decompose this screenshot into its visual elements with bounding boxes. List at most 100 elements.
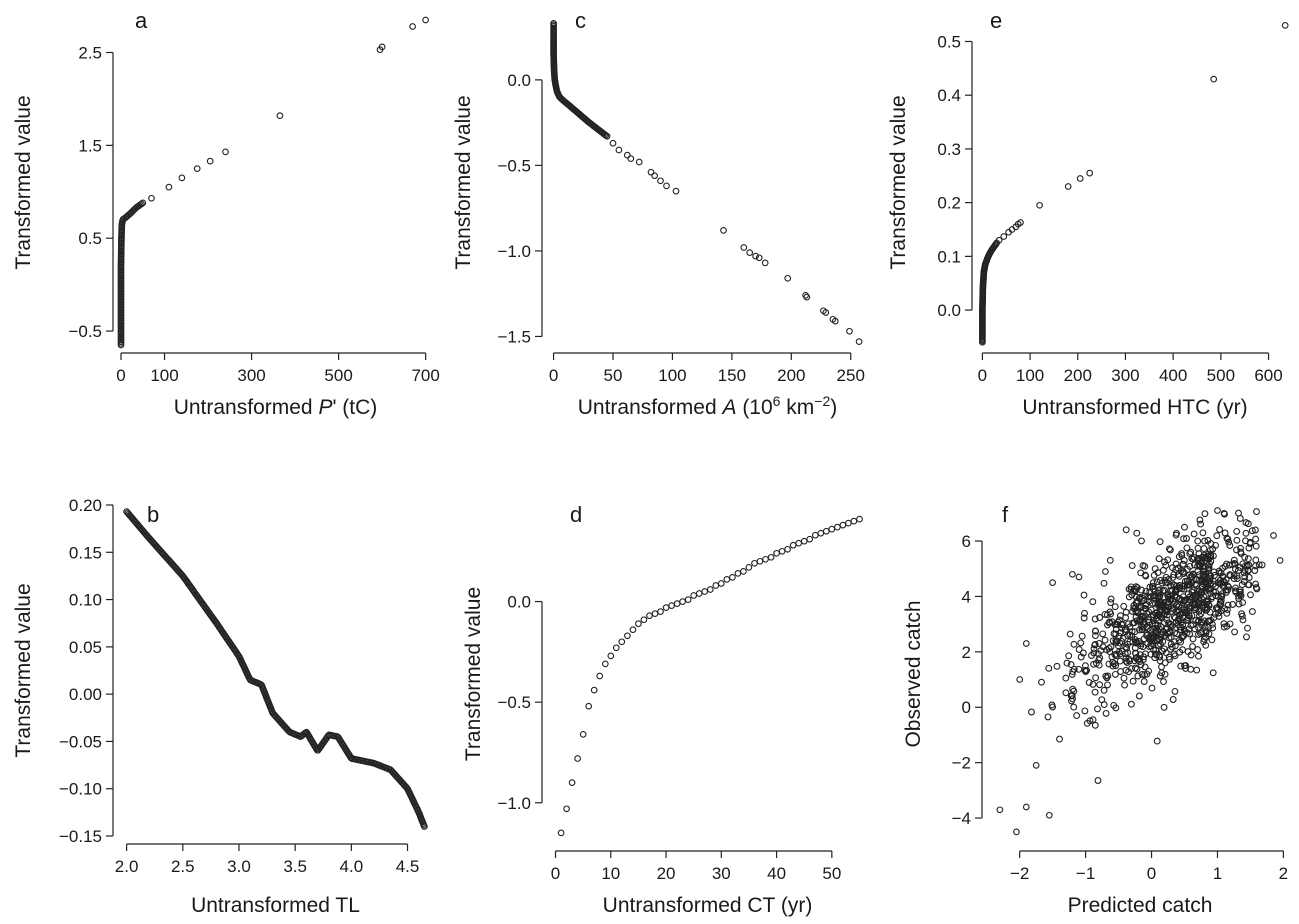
data-point — [1164, 603, 1172, 611]
data-point — [1167, 623, 1175, 631]
data-point — [1068, 697, 1075, 705]
data-point — [751, 559, 758, 567]
data-point — [1180, 597, 1188, 605]
data-point — [1169, 564, 1176, 572]
data-point — [1091, 627, 1099, 635]
data-point — [1122, 526, 1130, 534]
data-point — [663, 182, 670, 190]
data-point — [1133, 665, 1141, 673]
data-point — [1187, 548, 1195, 556]
data-point — [1077, 653, 1085, 661]
data-point — [789, 541, 797, 549]
x-tick-label: 200 — [777, 366, 805, 385]
data-point — [1127, 700, 1135, 708]
data-point — [828, 525, 836, 533]
data-point — [761, 259, 769, 267]
data-point — [624, 632, 631, 640]
x-tick-label: 200 — [1064, 366, 1092, 385]
data-point — [1135, 626, 1143, 634]
data-point — [557, 829, 565, 837]
data-point — [1205, 565, 1212, 573]
data-point — [1251, 567, 1259, 574]
x-tick-label: 50 — [822, 864, 841, 883]
data-point — [1183, 544, 1191, 552]
y-tick-label: −4 — [952, 809, 971, 828]
data-point — [607, 652, 615, 660]
data-point — [1099, 643, 1107, 651]
x-tick-label: 3.5 — [283, 857, 307, 876]
x-axis-label-part: ' (tC) — [332, 396, 377, 419]
y-tick-label: −0.5 — [68, 322, 102, 341]
data-point — [1116, 657, 1124, 665]
data-point — [1226, 542, 1234, 549]
data-point — [1209, 545, 1217, 553]
data-point — [1189, 643, 1196, 650]
x-tick-label: 300 — [1111, 366, 1139, 385]
data-point — [1079, 649, 1087, 657]
data-point — [740, 568, 747, 575]
x-axis-label-part: Untransformed — [174, 396, 319, 419]
data-point — [1246, 540, 1254, 547]
data-point — [755, 254, 763, 262]
data-point — [1070, 703, 1078, 711]
data-point — [1194, 646, 1202, 654]
y-tick-label: −0.10 — [59, 780, 102, 799]
x-axis-label-part: Untransformed — [578, 396, 723, 419]
data-point — [1153, 578, 1161, 586]
data-point — [1161, 670, 1169, 678]
data-point — [1187, 665, 1195, 673]
data-point — [1135, 617, 1143, 625]
data-point — [1132, 599, 1140, 607]
data-point — [1213, 532, 1221, 540]
data-point — [609, 139, 617, 147]
data-point — [1111, 670, 1119, 678]
data-point — [1140, 635, 1148, 643]
data-point — [1108, 618, 1116, 626]
data-point — [1233, 536, 1241, 544]
data-point — [1053, 662, 1061, 670]
data-point — [1171, 642, 1179, 650]
y-tick-label: 0.1 — [937, 247, 961, 266]
y-tick-label: 2.5 — [78, 44, 102, 63]
data-point — [421, 823, 428, 830]
data-point — [1022, 803, 1030, 811]
x-tick-label: −2 — [1010, 864, 1029, 883]
data-point — [1200, 593, 1208, 601]
data-point — [409, 23, 416, 30]
x-axis-label-part: A — [720, 396, 736, 419]
data-point — [1252, 542, 1260, 550]
data-point — [1160, 703, 1168, 711]
data-point — [784, 545, 791, 553]
data-point — [1196, 612, 1203, 620]
data-point — [695, 590, 703, 597]
data-point — [673, 600, 681, 607]
data-point — [1196, 562, 1204, 570]
y-tick-label: 2 — [962, 643, 971, 662]
data-point — [1253, 508, 1260, 516]
data-point — [668, 602, 675, 609]
data-point — [1081, 707, 1089, 715]
data-point — [646, 612, 653, 620]
data-point — [1049, 579, 1056, 586]
data-point — [1091, 632, 1099, 640]
data-point — [1233, 546, 1240, 554]
data-point — [1032, 762, 1040, 769]
data-point — [1123, 644, 1131, 652]
data-point — [1209, 669, 1217, 677]
data-point — [657, 608, 664, 615]
data-point — [1225, 538, 1233, 546]
data-point — [1177, 623, 1185, 631]
data-point — [1196, 516, 1204, 524]
x-tick-label: 500 — [324, 366, 352, 385]
data-point — [1205, 617, 1213, 625]
panel-e: 0.0 0.1 0.2 0.3 0.4 0.5 0 100 200 300 400 500 600 e Tr… — [887, 8, 1289, 419]
data-point — [1094, 650, 1102, 658]
x-tick-label: 4.5 — [396, 857, 420, 876]
data-point — [712, 582, 720, 589]
data-point — [1221, 562, 1229, 570]
data-point — [1139, 594, 1147, 602]
data-point — [1165, 545, 1173, 553]
data-point — [1118, 637, 1126, 645]
data-point — [1185, 625, 1193, 633]
